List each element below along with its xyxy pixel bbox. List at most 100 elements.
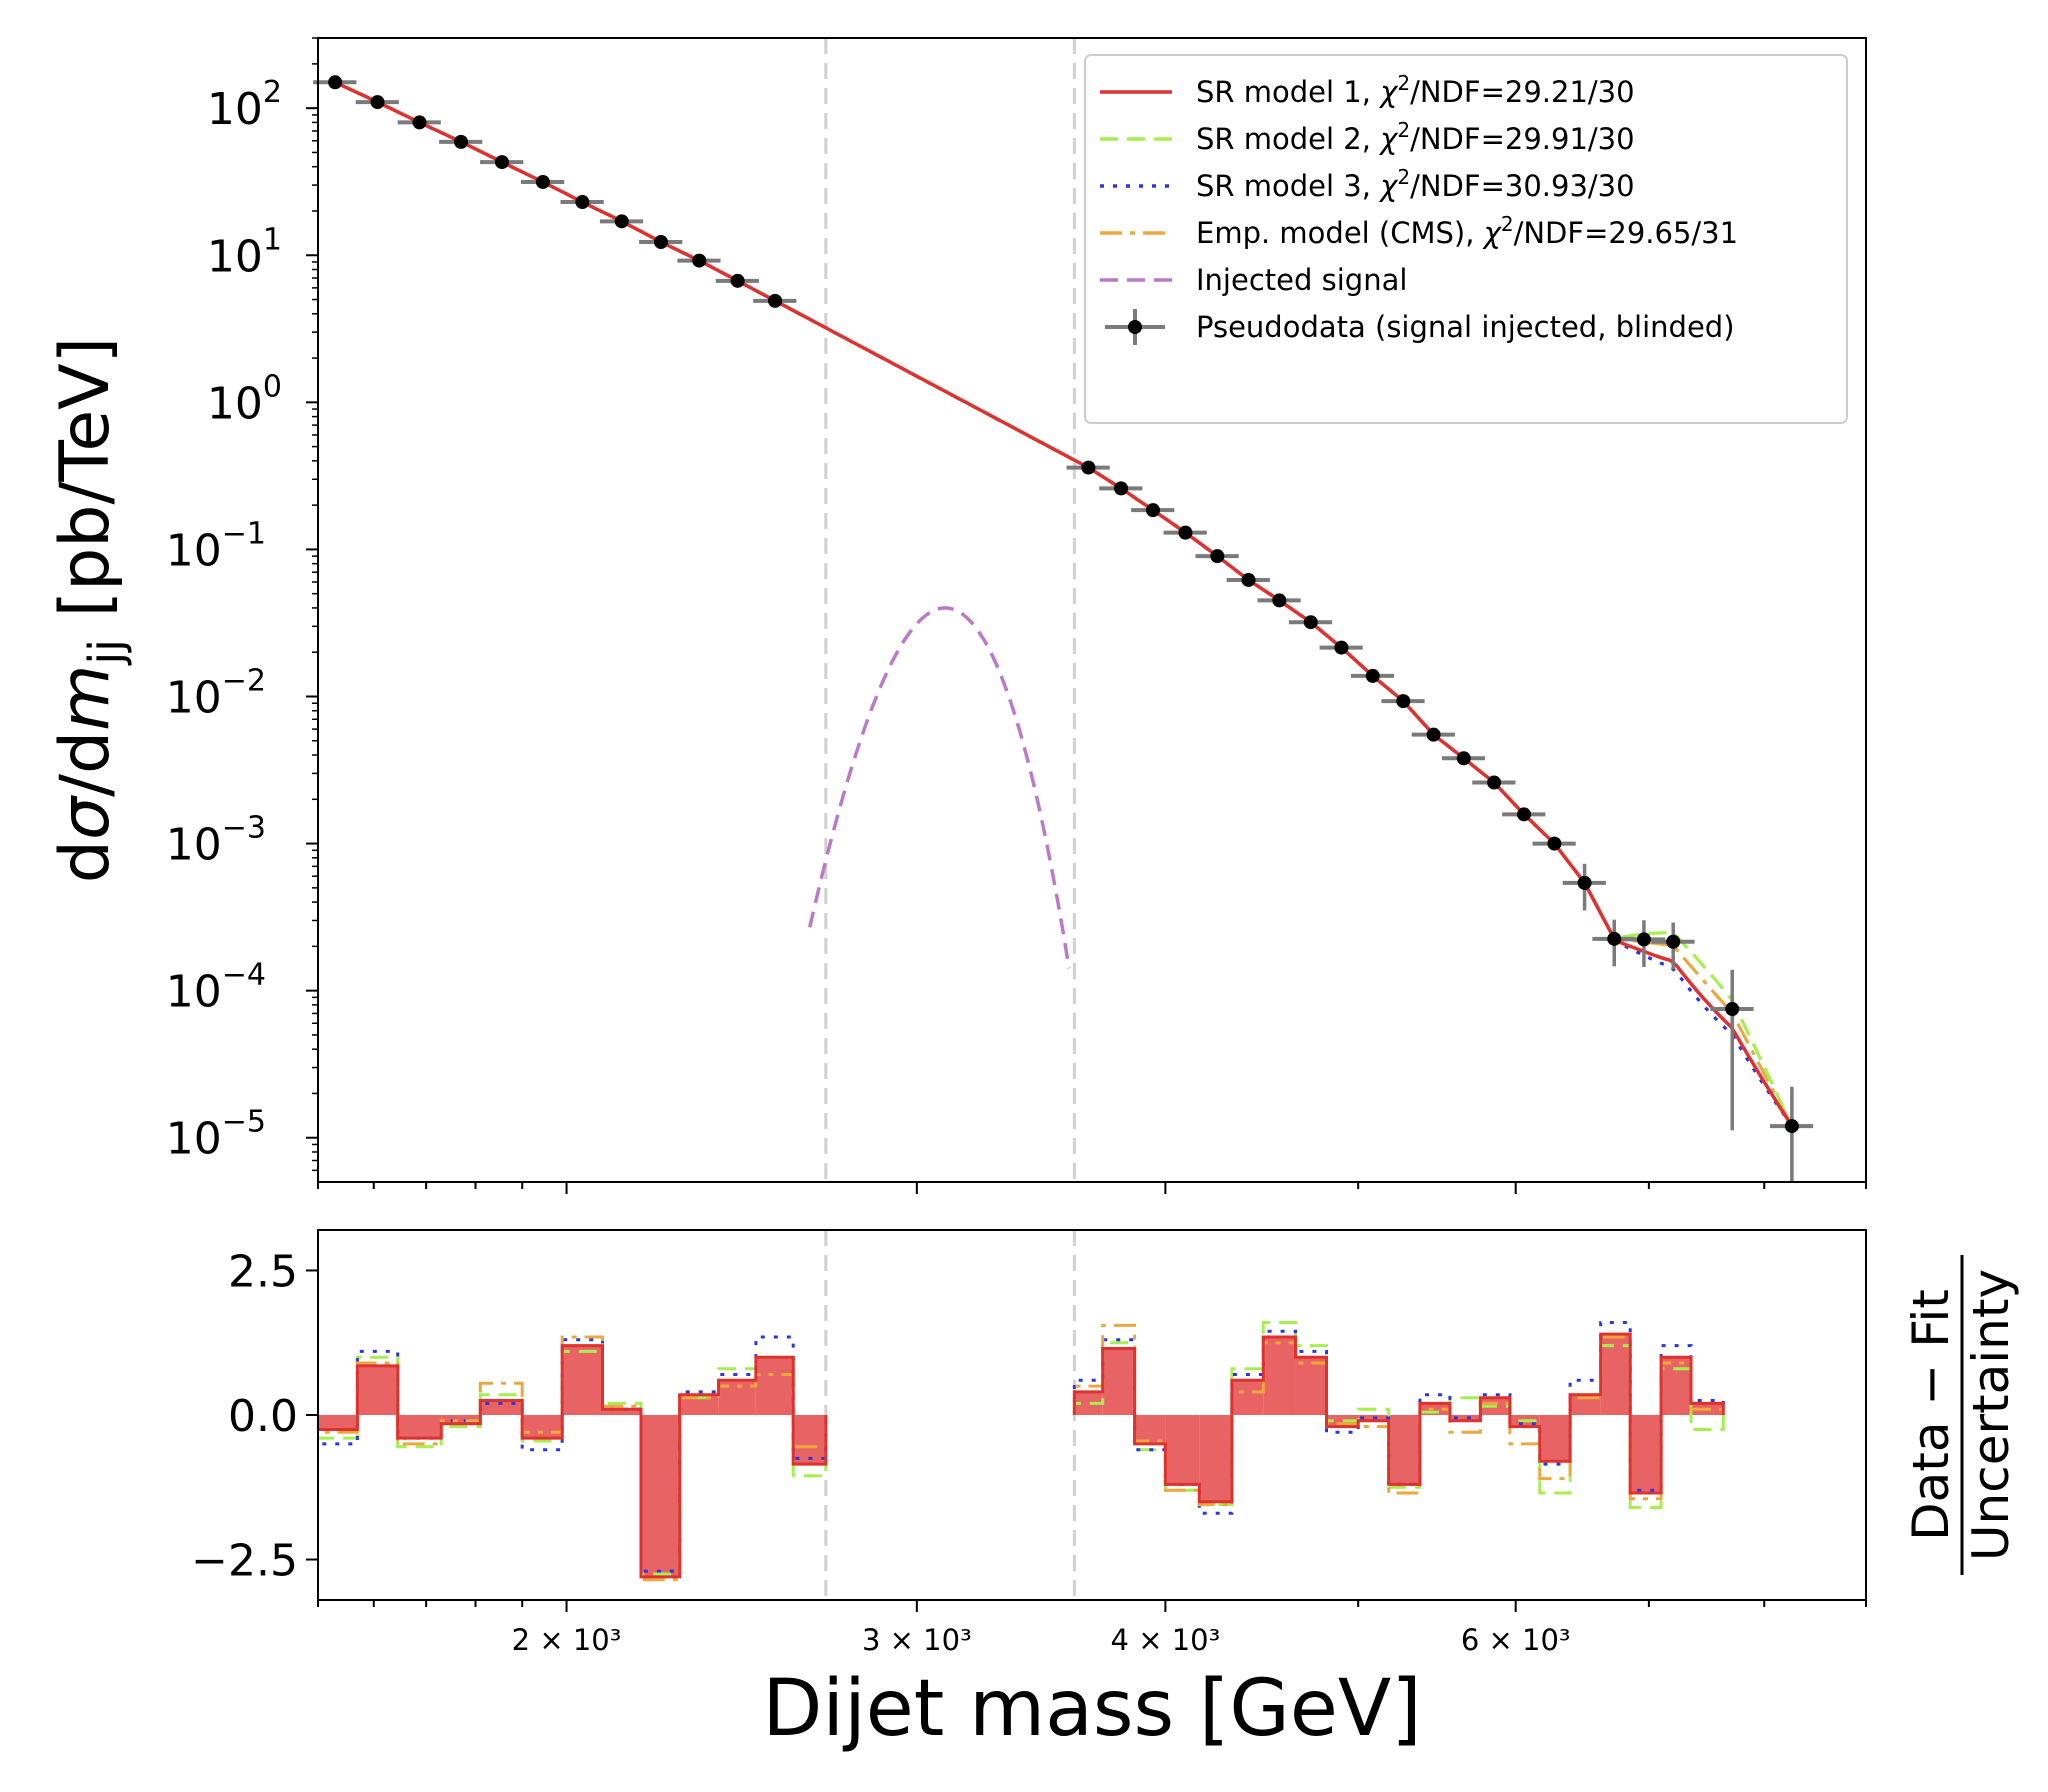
residual-bar bbox=[562, 1345, 603, 1415]
data-marker bbox=[1517, 807, 1532, 822]
data-point bbox=[480, 155, 524, 170]
residual-step-1 bbox=[318, 1332, 1725, 1579]
y-tick-label: 10−1 bbox=[166, 516, 266, 576]
ratio-x-ticks: 2 × 10³ 3 × 10³ 4 × 10³ 6 × 10³ bbox=[317, 1600, 1867, 1657]
data-point bbox=[715, 273, 759, 288]
residual-step-3 bbox=[318, 1321, 1725, 1573]
data-marker bbox=[370, 95, 385, 110]
residual-bar bbox=[1295, 1357, 1327, 1415]
x-axis-label: Dijet mass [GeV] bbox=[762, 1664, 1421, 1754]
data-marker bbox=[653, 235, 668, 250]
data-marker bbox=[328, 75, 343, 90]
residual-bar bbox=[1449, 1415, 1481, 1421]
data-marker bbox=[453, 134, 468, 149]
data-marker bbox=[1456, 751, 1471, 766]
legend-label: SR model 3, χ2/NDF=30.93/30 bbox=[1196, 165, 1635, 203]
data-marker bbox=[1365, 668, 1380, 683]
residual-bar bbox=[357, 1365, 398, 1415]
ratio-y-axis-label: Data − Fit Uncertainty bbox=[1902, 1255, 2020, 1575]
residual-step-2 bbox=[318, 1321, 1725, 1576]
data-marker bbox=[575, 195, 590, 210]
data-point bbox=[1622, 920, 1666, 967]
data-point bbox=[355, 95, 399, 110]
data-marker bbox=[535, 174, 550, 189]
main-y-axis-label: dσ/dmjj [pb/TeV] bbox=[46, 337, 133, 883]
y-tick-label: 10−2 bbox=[166, 663, 266, 723]
data-marker bbox=[1547, 836, 1562, 851]
data-marker bbox=[692, 253, 707, 268]
data-marker bbox=[1241, 572, 1256, 587]
main-y-ticks: 10−5 10−4 10−3 10−2 10−1 100 101 102 bbox=[166, 37, 318, 1172]
data-point bbox=[1381, 694, 1425, 709]
y-tick-label: 10−5 bbox=[166, 1105, 266, 1165]
data-marker bbox=[1426, 727, 1441, 742]
residual-bar bbox=[397, 1415, 442, 1439]
residual-bar bbox=[1165, 1415, 1200, 1485]
data-point bbox=[1562, 863, 1606, 911]
data-point bbox=[313, 75, 357, 90]
residual-bar bbox=[1661, 1357, 1692, 1415]
y-tick-label: 10−3 bbox=[166, 811, 266, 871]
data-point bbox=[639, 235, 683, 250]
data-marker bbox=[412, 115, 427, 130]
blinded-region-lines bbox=[824, 38, 1076, 1182]
data-marker bbox=[1487, 775, 1502, 790]
legend-label: Pseudodata (signal injected, blinded) bbox=[1196, 310, 1735, 344]
residual-bars bbox=[318, 1334, 1724, 1577]
residual-bar bbox=[602, 1409, 641, 1415]
residual-bar bbox=[1134, 1415, 1166, 1444]
residual-bar bbox=[755, 1357, 794, 1415]
data-marker bbox=[1114, 481, 1129, 496]
legend-frame bbox=[1084, 54, 1848, 424]
residual-step-4 bbox=[318, 1323, 1725, 1582]
legend-entry: Injected signal bbox=[1100, 263, 1407, 297]
main-x-ticks bbox=[317, 1182, 1867, 1194]
ratio-y-tick-label: 2.5 bbox=[228, 1246, 298, 1297]
residual-bar bbox=[1388, 1415, 1420, 1485]
residual-bar bbox=[1570, 1394, 1601, 1415]
data-point bbox=[1319, 640, 1363, 655]
data-point bbox=[1592, 919, 1636, 967]
data-point bbox=[1163, 525, 1207, 540]
legend-entries: SR model 1, χ2/NDF=29.21/30 SR model 2, χ… bbox=[1100, 71, 1738, 345]
y-tick-label: 102 bbox=[207, 75, 282, 135]
ratio-blinded-region-lines bbox=[824, 1230, 1076, 1600]
data-point bbox=[1411, 727, 1455, 742]
data-point bbox=[560, 195, 604, 210]
y-tick-label: 10−4 bbox=[166, 958, 266, 1018]
data-marker bbox=[1396, 694, 1411, 709]
legend-swatch-marker bbox=[1128, 320, 1142, 334]
residual-bar bbox=[1539, 1415, 1571, 1462]
data-point bbox=[1099, 481, 1143, 496]
main-panel: 10−5 10−4 10−3 10−2 10−1 100 101 102 bbox=[166, 37, 1867, 1194]
legend-label: SR model 1, χ2/NDF=29.21/30 bbox=[1196, 71, 1635, 109]
data-point bbox=[1226, 572, 1270, 587]
legend-entry: Pseudodata (signal injected, blinded) bbox=[1105, 309, 1735, 345]
residual-steps bbox=[318, 1321, 1725, 1582]
residual-bar bbox=[1630, 1415, 1662, 1494]
data-point bbox=[1532, 836, 1576, 851]
ratio-y-tick-label: −2.5 bbox=[191, 1536, 298, 1587]
injected-signal-curve-group bbox=[807, 606, 1071, 969]
ratio-label-denominator: Uncertainty bbox=[1962, 1269, 2020, 1561]
data-marker bbox=[1272, 593, 1287, 608]
data-point bbox=[1502, 807, 1546, 822]
data-point bbox=[753, 293, 797, 308]
data-point bbox=[1472, 775, 1516, 790]
data-point bbox=[677, 253, 721, 268]
data-marker bbox=[1334, 640, 1349, 655]
x-tick-label: 3 × 10³ bbox=[862, 1623, 972, 1657]
legend-label: SR model 2, χ2/NDF=29.91/30 bbox=[1196, 118, 1635, 156]
data-marker bbox=[1081, 460, 1096, 475]
data-point bbox=[1651, 922, 1695, 970]
data-marker bbox=[1636, 932, 1651, 947]
data-point bbox=[1441, 751, 1486, 766]
data-marker bbox=[730, 273, 745, 288]
data-marker bbox=[614, 214, 629, 229]
data-marker bbox=[1784, 1119, 1799, 1134]
injected-signal-curve bbox=[807, 606, 1071, 969]
data-point bbox=[599, 214, 644, 229]
data-marker bbox=[1145, 503, 1160, 518]
legend-entry: SR model 2, χ2/NDF=29.91/30 bbox=[1100, 118, 1635, 156]
data-marker bbox=[1725, 1002, 1740, 1017]
